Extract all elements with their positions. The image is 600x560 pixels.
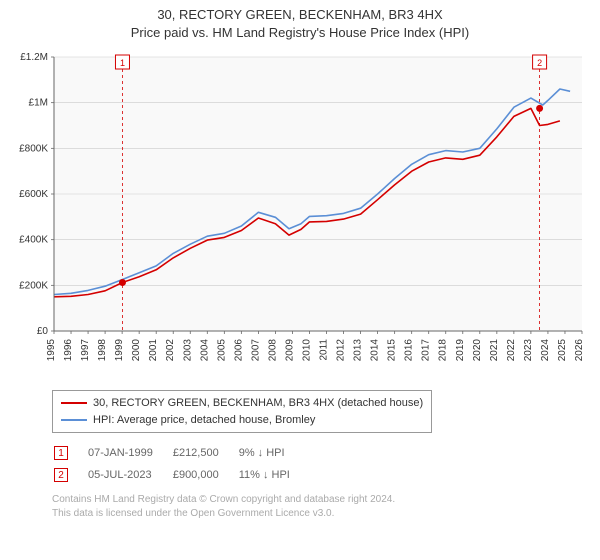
svg-text:2013: 2013: [353, 339, 364, 362]
svg-text:2014: 2014: [370, 339, 381, 362]
svg-text:2016: 2016: [404, 339, 415, 362]
svg-text:2000: 2000: [131, 339, 142, 362]
svg-text:£1M: £1M: [29, 98, 48, 109]
marker-badge: 1: [54, 446, 68, 460]
svg-text:2015: 2015: [387, 339, 398, 362]
legend-item: 30, RECTORY GREEN, BECKENHAM, BR3 4HX (d…: [61, 395, 423, 412]
svg-text:2011: 2011: [319, 339, 330, 361]
marker-price: £900,000: [173, 465, 237, 485]
svg-text:2002: 2002: [165, 339, 176, 362]
svg-text:2025: 2025: [557, 339, 568, 362]
legend-item: HPI: Average price, detached house, Brom…: [61, 412, 423, 429]
svg-text:£1.2M: £1.2M: [20, 52, 48, 63]
transactions-table: 1 07-JAN-1999£212,5009% ↓ HPI 2 05-JUL-2023…: [52, 441, 310, 487]
marker-date: 07-JAN-1999: [88, 443, 171, 463]
footer-line-2: This data is licensed under the Open Gov…: [52, 508, 334, 519]
legend: 30, RECTORY GREEN, BECKENHAM, BR3 4HX (d…: [52, 390, 432, 433]
legend-swatch: [61, 419, 87, 421]
svg-text:2017: 2017: [421, 339, 432, 362]
svg-text:£600K: £600K: [19, 189, 48, 200]
svg-text:1: 1: [120, 58, 125, 68]
svg-text:2019: 2019: [455, 339, 466, 362]
marker-badge-cell: 2: [54, 465, 86, 485]
price-chart: £0 £200K £400K £600K £800K £1M £1.2M 1995 1996 19…: [10, 47, 590, 377]
svg-text:2009: 2009: [284, 339, 295, 362]
svg-text:2006: 2006: [233, 339, 244, 362]
title-line-1: 30, RECTORY GREEN, BECKENHAM, BR3 4HX: [157, 7, 442, 22]
legend-label: HPI: Average price, detached house, Brom…: [93, 412, 315, 429]
svg-text:£200K: £200K: [19, 280, 48, 291]
svg-text:2008: 2008: [267, 339, 278, 362]
svg-text:2022: 2022: [506, 339, 517, 362]
svg-text:2001: 2001: [148, 339, 159, 362]
svg-text:1996: 1996: [63, 339, 74, 362]
chart-area: £0 £200K £400K £600K £800K £1M £1.2M 1995 1996 19…: [10, 47, 590, 382]
svg-text:2004: 2004: [199, 339, 210, 362]
svg-text:2005: 2005: [216, 339, 227, 362]
legend-label: 30, RECTORY GREEN, BECKENHAM, BR3 4HX (d…: [93, 395, 423, 412]
marker-badge: 2: [54, 468, 68, 482]
svg-text:1995: 1995: [46, 339, 57, 362]
footer-line-1: Contains HM Land Registry data © Crown c…: [52, 494, 395, 505]
svg-text:£800K: £800K: [19, 143, 48, 154]
svg-text:£0: £0: [37, 326, 49, 337]
svg-text:2023: 2023: [523, 339, 534, 362]
svg-text:£400K: £400K: [19, 235, 48, 246]
marker-price: £212,500: [173, 443, 237, 463]
marker-date: 05-JUL-2023: [88, 465, 171, 485]
svg-text:1997: 1997: [80, 339, 91, 362]
svg-text:2018: 2018: [438, 339, 449, 362]
svg-text:2026: 2026: [574, 339, 585, 362]
table-row: 1 07-JAN-1999£212,5009% ↓ HPI: [54, 443, 308, 463]
svg-text:2024: 2024: [540, 339, 551, 362]
svg-text:1998: 1998: [97, 339, 108, 362]
svg-text:2012: 2012: [336, 339, 347, 362]
svg-text:2007: 2007: [250, 339, 261, 362]
legend-swatch: [61, 402, 87, 404]
table-row: 2 05-JUL-2023£900,00011% ↓ HPI: [54, 465, 308, 485]
footer-note: Contains HM Land Registry data © Crown c…: [52, 493, 590, 520]
svg-text:2010: 2010: [301, 339, 312, 362]
svg-text:2021: 2021: [489, 339, 500, 362]
svg-text:2003: 2003: [182, 339, 193, 362]
page-title: 30, RECTORY GREEN, BECKENHAM, BR3 4HX Pr…: [10, 6, 590, 41]
svg-text:1999: 1999: [114, 339, 125, 362]
svg-text:2: 2: [537, 58, 542, 68]
title-line-2: Price paid vs. HM Land Registry's House …: [131, 25, 469, 40]
marker-delta: 11% ↓ HPI: [239, 465, 308, 485]
marker-badge-cell: 1: [54, 443, 86, 463]
svg-text:2020: 2020: [472, 339, 483, 362]
marker-delta: 9% ↓ HPI: [239, 443, 308, 463]
